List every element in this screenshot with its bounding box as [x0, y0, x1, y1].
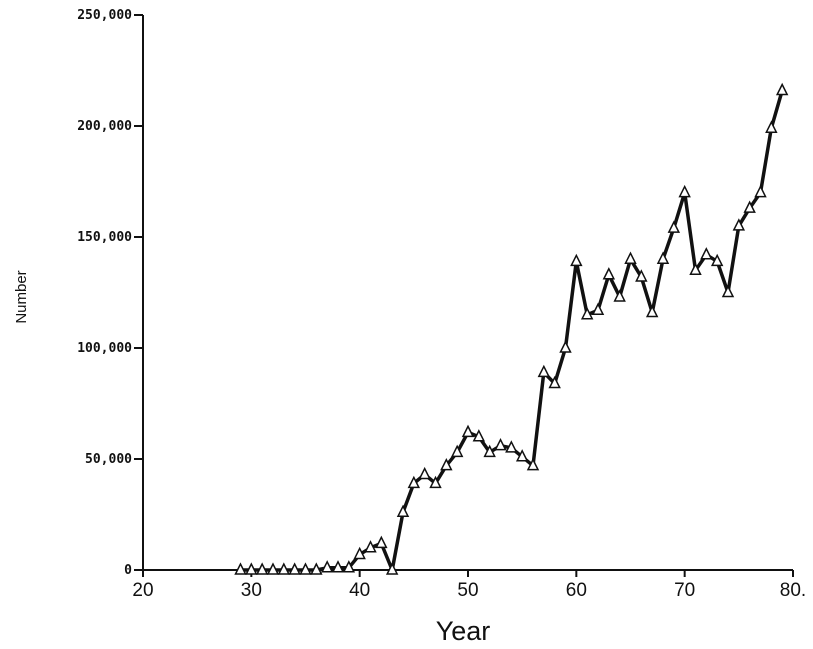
data-point-marker — [775, 82, 789, 96]
data-point-marker — [765, 120, 778, 133]
data-point-marker — [245, 562, 258, 575]
data-point-marker — [526, 457, 540, 471]
data-point-marker — [418, 466, 431, 480]
x-axis-label: Year — [436, 616, 491, 646]
data-point-marker — [602, 267, 616, 280]
y-tick-label: 50,000 — [85, 452, 132, 467]
data-point-marker — [624, 251, 637, 264]
x-tick-label: 60 — [566, 580, 587, 601]
data-point-marker — [548, 375, 561, 389]
data-point-marker — [385, 562, 399, 575]
data-point-marker — [364, 540, 377, 553]
data-point-marker — [537, 364, 551, 378]
data-point-marker — [743, 200, 756, 213]
data-point-marker — [667, 220, 681, 233]
series-layer — [234, 82, 789, 575]
data-point-marker — [710, 253, 724, 267]
data-point-marker — [331, 560, 345, 573]
x-tick-label: 50 — [457, 580, 478, 601]
x-tick-label: 40 — [349, 580, 370, 601]
x-tick-label: 20 — [132, 580, 153, 601]
y-axis-label: Number — [13, 270, 30, 323]
x-tick-label: 30 — [241, 580, 262, 601]
data-point-marker — [515, 449, 529, 462]
data-point-marker — [288, 562, 301, 575]
y-tick-label: 100,000 — [77, 341, 132, 356]
data-point-marker — [689, 262, 702, 276]
data-point-marker — [754, 184, 767, 198]
data-point-marker — [613, 289, 626, 302]
data-point-marker — [570, 253, 583, 267]
data-point-marker — [396, 504, 410, 518]
data-point-marker — [472, 429, 486, 442]
data-point-marker — [320, 560, 334, 573]
data-point-marker — [450, 444, 464, 458]
data-point-marker — [580, 307, 594, 320]
data-point-marker — [266, 562, 280, 575]
y-tick-label: 250,000 — [77, 8, 132, 23]
data-point-marker — [591, 302, 605, 316]
data-point-marker — [342, 560, 356, 573]
data-point-marker — [353, 546, 366, 560]
data-point-marker — [635, 269, 648, 282]
data-point-marker — [494, 438, 507, 451]
y-tick-label: 150,000 — [77, 230, 132, 245]
data-point-marker — [483, 444, 496, 458]
data-point-marker — [461, 424, 475, 438]
data-point-marker — [732, 218, 746, 231]
y-tick-label: 0 — [124, 563, 132, 578]
data-point-marker — [375, 535, 388, 549]
data-point-marker — [440, 457, 453, 471]
x-tick-label: 70 — [674, 580, 695, 601]
data-point-marker — [429, 475, 442, 489]
data-point-marker — [277, 562, 291, 575]
data-point-marker — [407, 475, 421, 489]
data-point-marker — [234, 562, 247, 575]
data-point-marker — [299, 562, 312, 575]
data-point-marker — [700, 247, 713, 260]
axes — [142, 15, 793, 571]
data-point-marker — [645, 304, 659, 318]
x-ticks: 20 30 40 50 60 70 80. — [132, 570, 806, 601]
data-point-marker — [255, 562, 269, 575]
data-point-marker — [310, 562, 323, 575]
data-point-marker — [559, 340, 572, 353]
data-point-marker — [505, 440, 518, 453]
data-point-marker — [656, 251, 670, 264]
data-point-marker — [678, 184, 691, 198]
x-tick-label: 80. — [780, 580, 806, 601]
series-line — [240, 90, 784, 572]
data-point-marker — [721, 284, 735, 298]
y-ticks: 0 50,000 100,000 150,000 200,000 250,000 — [77, 8, 143, 578]
y-tick-label: 200,000 — [77, 119, 132, 134]
